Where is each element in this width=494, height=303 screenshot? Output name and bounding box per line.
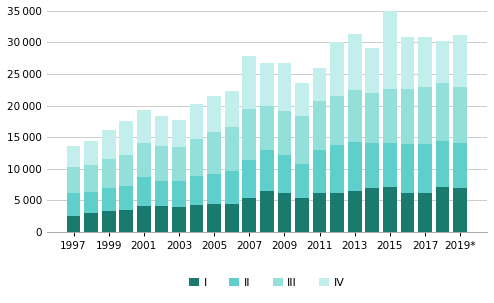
Bar — [366, 143, 379, 188]
Bar — [243, 56, 256, 109]
Bar — [207, 174, 221, 204]
Bar — [383, 187, 397, 231]
Bar — [190, 104, 204, 139]
Bar — [207, 132, 221, 174]
Bar — [401, 89, 414, 144]
Bar — [67, 193, 81, 216]
Bar — [330, 96, 344, 145]
Bar — [84, 213, 98, 231]
Bar — [313, 68, 327, 101]
Bar — [366, 93, 379, 143]
Bar — [243, 109, 256, 160]
Bar — [67, 167, 81, 193]
Bar — [243, 160, 256, 198]
Bar — [348, 34, 362, 90]
Bar — [260, 191, 274, 231]
Legend: I, II, III, IV: I, II, III, IV — [185, 273, 349, 292]
Bar — [278, 155, 291, 192]
Bar — [401, 37, 414, 89]
Bar — [172, 120, 186, 147]
Bar — [190, 139, 204, 176]
Bar — [436, 142, 450, 188]
Bar — [190, 205, 204, 231]
Bar — [155, 116, 168, 146]
Bar — [278, 63, 291, 111]
Bar — [120, 155, 133, 186]
Bar — [453, 87, 467, 143]
Bar — [330, 145, 344, 192]
Bar — [260, 106, 274, 150]
Bar — [436, 188, 450, 231]
Bar — [401, 144, 414, 193]
Bar — [295, 198, 309, 231]
Bar — [383, 11, 397, 89]
Bar — [278, 111, 291, 155]
Bar — [348, 191, 362, 231]
Bar — [348, 90, 362, 142]
Bar — [278, 192, 291, 231]
Bar — [383, 89, 397, 143]
Bar — [137, 206, 151, 231]
Bar — [436, 41, 450, 83]
Bar — [102, 130, 116, 159]
Bar — [84, 142, 98, 165]
Bar — [418, 144, 432, 192]
Bar — [155, 206, 168, 231]
Bar — [453, 143, 467, 188]
Bar — [190, 176, 204, 205]
Bar — [295, 116, 309, 164]
Bar — [172, 207, 186, 231]
Bar — [225, 91, 239, 127]
Bar — [84, 192, 98, 213]
Bar — [418, 37, 432, 87]
Bar — [366, 188, 379, 231]
Bar — [84, 165, 98, 192]
Bar — [172, 147, 186, 181]
Bar — [383, 143, 397, 187]
Bar — [155, 146, 168, 181]
Bar — [67, 216, 81, 231]
Bar — [225, 204, 239, 231]
Bar — [330, 192, 344, 231]
Bar — [418, 87, 432, 144]
Bar — [366, 48, 379, 93]
Bar — [401, 193, 414, 231]
Bar — [120, 186, 133, 210]
Bar — [313, 101, 327, 150]
Bar — [137, 143, 151, 177]
Bar — [453, 188, 467, 231]
Bar — [120, 210, 133, 231]
Bar — [207, 96, 221, 132]
Bar — [102, 159, 116, 188]
Bar — [295, 164, 309, 198]
Bar — [243, 198, 256, 231]
Bar — [102, 188, 116, 211]
Bar — [260, 150, 274, 191]
Bar — [172, 181, 186, 207]
Bar — [225, 171, 239, 204]
Bar — [225, 127, 239, 171]
Bar — [207, 204, 221, 231]
Bar — [260, 63, 274, 106]
Bar — [313, 193, 327, 231]
Bar — [453, 35, 467, 87]
Bar — [67, 146, 81, 167]
Bar — [102, 211, 116, 231]
Bar — [120, 121, 133, 155]
Bar — [348, 142, 362, 191]
Bar — [330, 42, 344, 96]
Bar — [155, 181, 168, 206]
Bar — [137, 177, 151, 206]
Bar — [436, 83, 450, 142]
Bar — [295, 83, 309, 116]
Bar — [418, 192, 432, 231]
Bar — [313, 150, 327, 193]
Bar — [137, 110, 151, 143]
